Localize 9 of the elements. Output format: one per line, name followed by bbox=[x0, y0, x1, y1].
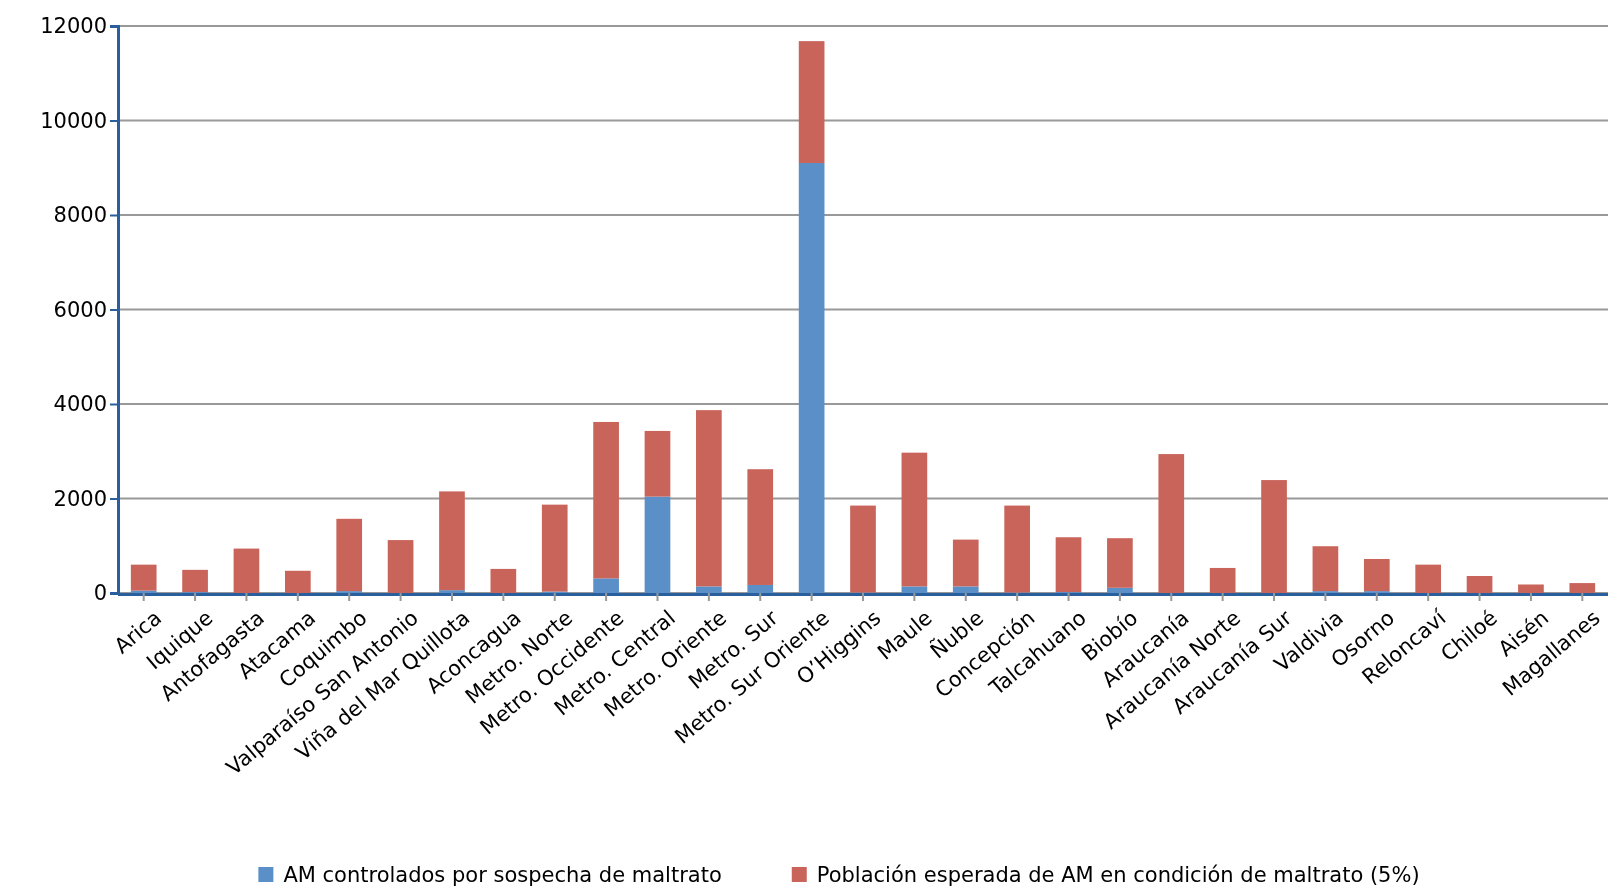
y-tick-label: 6000 bbox=[53, 297, 107, 322]
legend-label: AM controlados por sospecha de maltrato bbox=[283, 863, 722, 888]
y-tick-label: 8000 bbox=[53, 203, 107, 228]
legend-label: Población esperada de AM en condición de maltrato (5%) bbox=[816, 863, 1420, 888]
y-tick-label: 4000 bbox=[53, 392, 107, 417]
y-tick-label: 2000 bbox=[53, 486, 107, 511]
y-tick-label: 10000 bbox=[40, 108, 107, 133]
y-tick-label: 12000 bbox=[40, 14, 107, 39]
y-tick-label: 0 bbox=[93, 581, 107, 606]
